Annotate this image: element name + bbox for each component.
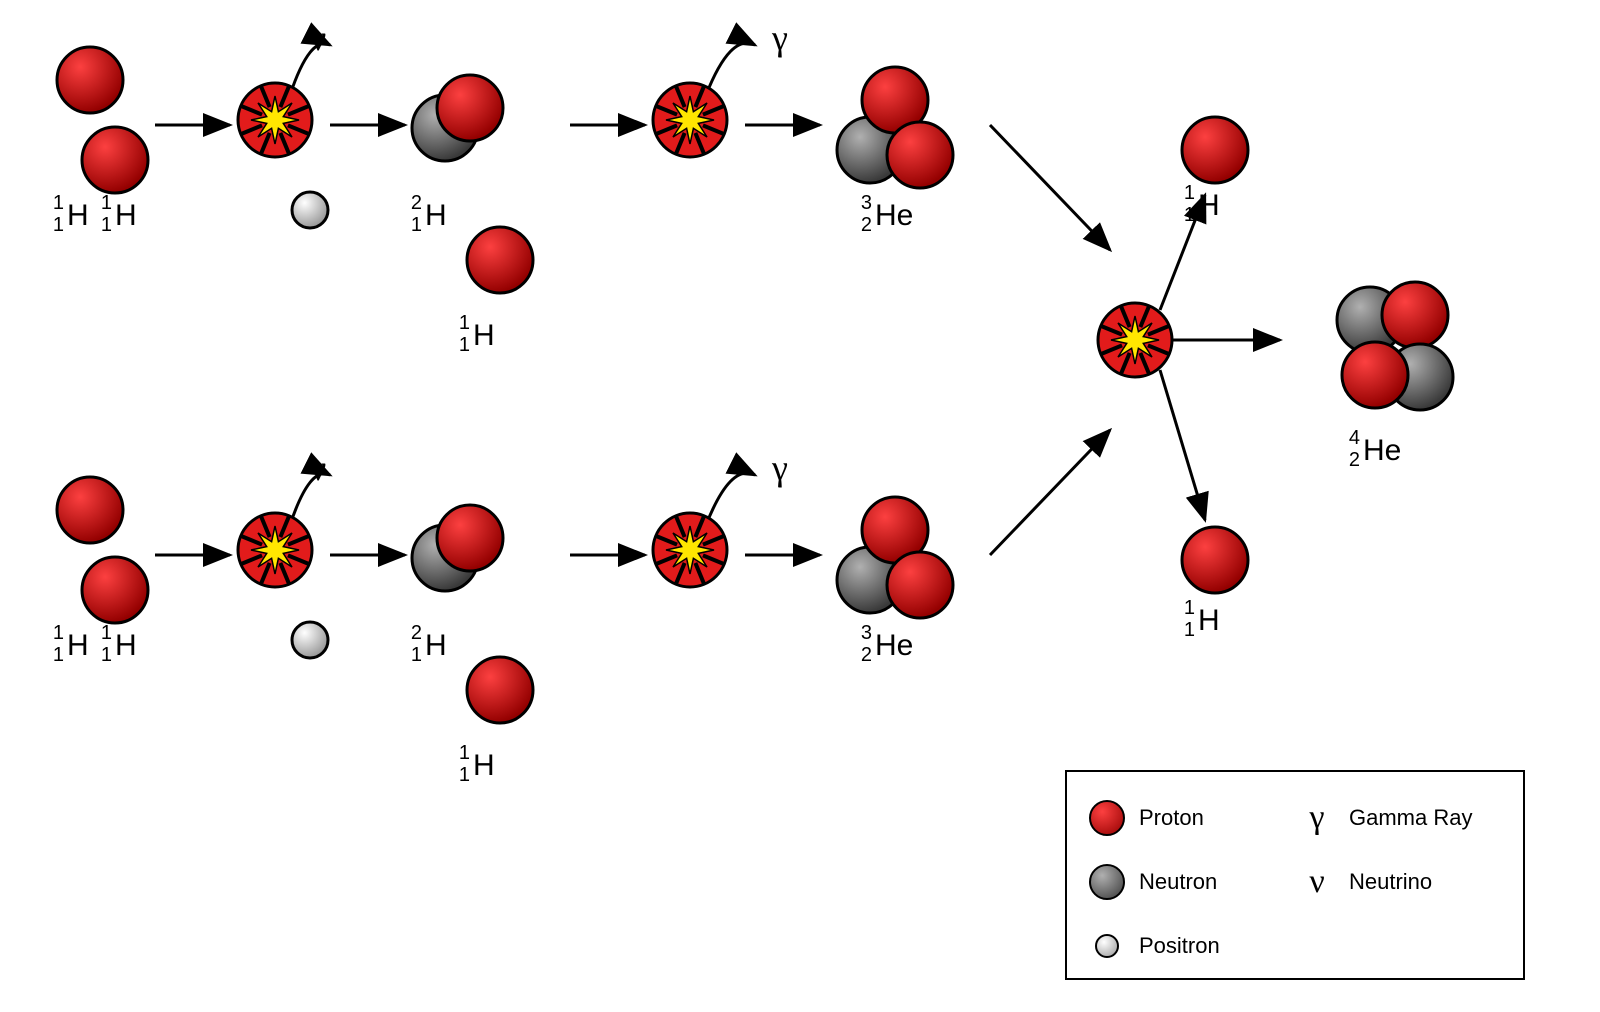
- proton-particle: [1182, 117, 1248, 183]
- isotope-label: 11H: [53, 622, 89, 666]
- svg-text:1: 1: [1184, 619, 1195, 641]
- gamma-arrow: [706, 473, 755, 525]
- svg-text:1: 1: [53, 644, 64, 666]
- collision-icon: [238, 513, 312, 587]
- proton-particle: [1342, 342, 1408, 408]
- svg-text:He: He: [875, 629, 913, 662]
- svg-text:2: 2: [1349, 449, 1360, 471]
- proton-particle: [437, 75, 503, 141]
- svg-text:2: 2: [861, 214, 872, 236]
- isotope-label: 11H: [53, 192, 89, 236]
- legend-label: Gamma Ray: [1339, 805, 1472, 831]
- proton-particle: [82, 557, 148, 623]
- svg-text:H: H: [425, 199, 447, 232]
- svg-text:4: 4: [1349, 427, 1360, 449]
- svg-text:1: 1: [411, 644, 422, 666]
- legend-box: Proton Neutron Positron γ Gamma Ray ν Ne…: [1065, 770, 1525, 980]
- svg-text:H: H: [67, 629, 89, 662]
- svg-text:1: 1: [53, 192, 64, 214]
- isotope-label: 42He: [1349, 427, 1401, 471]
- svg-text:H: H: [473, 749, 495, 782]
- svg-text:H: H: [67, 199, 89, 232]
- svg-text:1: 1: [459, 742, 470, 764]
- positron-particle: [292, 622, 328, 658]
- legend-item: γ Gamma Ray: [1295, 786, 1505, 850]
- isotope-label: 11H: [1184, 597, 1220, 641]
- svg-text:1: 1: [1184, 182, 1195, 204]
- svg-text:1: 1: [1184, 204, 1195, 226]
- proton-particle: [467, 657, 533, 723]
- svg-text:1: 1: [1184, 597, 1195, 619]
- isotope-label: 21H: [411, 622, 447, 666]
- svg-text:1: 1: [459, 312, 470, 334]
- reaction-arrow: [990, 125, 1110, 250]
- isotope-label: 21H: [411, 192, 447, 236]
- reaction-arrow: [990, 430, 1110, 555]
- isotope-label: 11H: [1184, 182, 1220, 226]
- isotope-label: 11H: [459, 312, 495, 356]
- legend-swatch-icon: [1089, 864, 1125, 900]
- symbol-label: ν: [310, 18, 326, 58]
- positron-particle: [292, 192, 328, 228]
- isotope-label: 11H: [101, 192, 137, 236]
- gamma-arrow: [706, 43, 755, 95]
- proton-particle: [57, 477, 123, 543]
- legend-swatch-icon: [1095, 934, 1119, 958]
- svg-text:1: 1: [459, 764, 470, 786]
- svg-text:1: 1: [101, 622, 112, 644]
- legend-symbol-icon: γ: [1295, 799, 1339, 837]
- proton-escape-arrow: [1160, 370, 1205, 520]
- proton-particle: [467, 227, 533, 293]
- proton-particle: [437, 505, 503, 571]
- svg-text:2: 2: [861, 644, 872, 666]
- svg-text:He: He: [1363, 434, 1401, 467]
- proton-particle: [1182, 527, 1248, 593]
- svg-text:H: H: [1198, 604, 1220, 637]
- collision-icon: [238, 83, 312, 157]
- symbol-label: γ: [771, 448, 788, 488]
- legend-label: Neutron: [1129, 869, 1217, 895]
- collision-icon: [1098, 303, 1172, 377]
- legend-item: Neutron: [1085, 850, 1295, 914]
- symbol-label: γ: [771, 18, 788, 58]
- svg-text:H: H: [473, 319, 495, 352]
- legend-item: Positron: [1085, 914, 1295, 978]
- svg-text:3: 3: [861, 192, 872, 214]
- isotope-label: 32He: [861, 622, 913, 666]
- symbol-label: ν: [310, 448, 326, 488]
- proton-particle: [887, 552, 953, 618]
- svg-text:1: 1: [53, 214, 64, 236]
- proton-particle: [57, 47, 123, 113]
- svg-text:He: He: [875, 199, 913, 232]
- svg-text:2: 2: [411, 622, 422, 644]
- isotope-label: 11H: [459, 742, 495, 786]
- svg-text:3: 3: [861, 622, 872, 644]
- proton-particle: [82, 127, 148, 193]
- svg-text:H: H: [115, 629, 137, 662]
- legend-swatch-icon: [1089, 800, 1125, 836]
- legend-item: ν Neutrino: [1295, 850, 1505, 914]
- svg-text:H: H: [1198, 189, 1220, 222]
- legend-label: Proton: [1129, 805, 1204, 831]
- isotope-label: 32He: [861, 192, 913, 236]
- svg-text:1: 1: [101, 644, 112, 666]
- legend-item: Proton: [1085, 786, 1295, 850]
- isotope-label: 11H: [101, 622, 137, 666]
- svg-text:H: H: [115, 199, 137, 232]
- proton-particle: [1382, 282, 1448, 348]
- collision-icon: [653, 513, 727, 587]
- legend-label: Neutrino: [1339, 869, 1432, 895]
- svg-text:1: 1: [411, 214, 422, 236]
- svg-text:H: H: [425, 629, 447, 662]
- legend-symbol-icon: ν: [1295, 863, 1339, 901]
- proton-particle: [887, 122, 953, 188]
- svg-text:1: 1: [101, 214, 112, 236]
- svg-text:2: 2: [411, 192, 422, 214]
- svg-text:1: 1: [101, 192, 112, 214]
- svg-text:1: 1: [459, 334, 470, 356]
- svg-text:1: 1: [53, 622, 64, 644]
- collision-icon: [653, 83, 727, 157]
- legend-label: Positron: [1129, 933, 1220, 959]
